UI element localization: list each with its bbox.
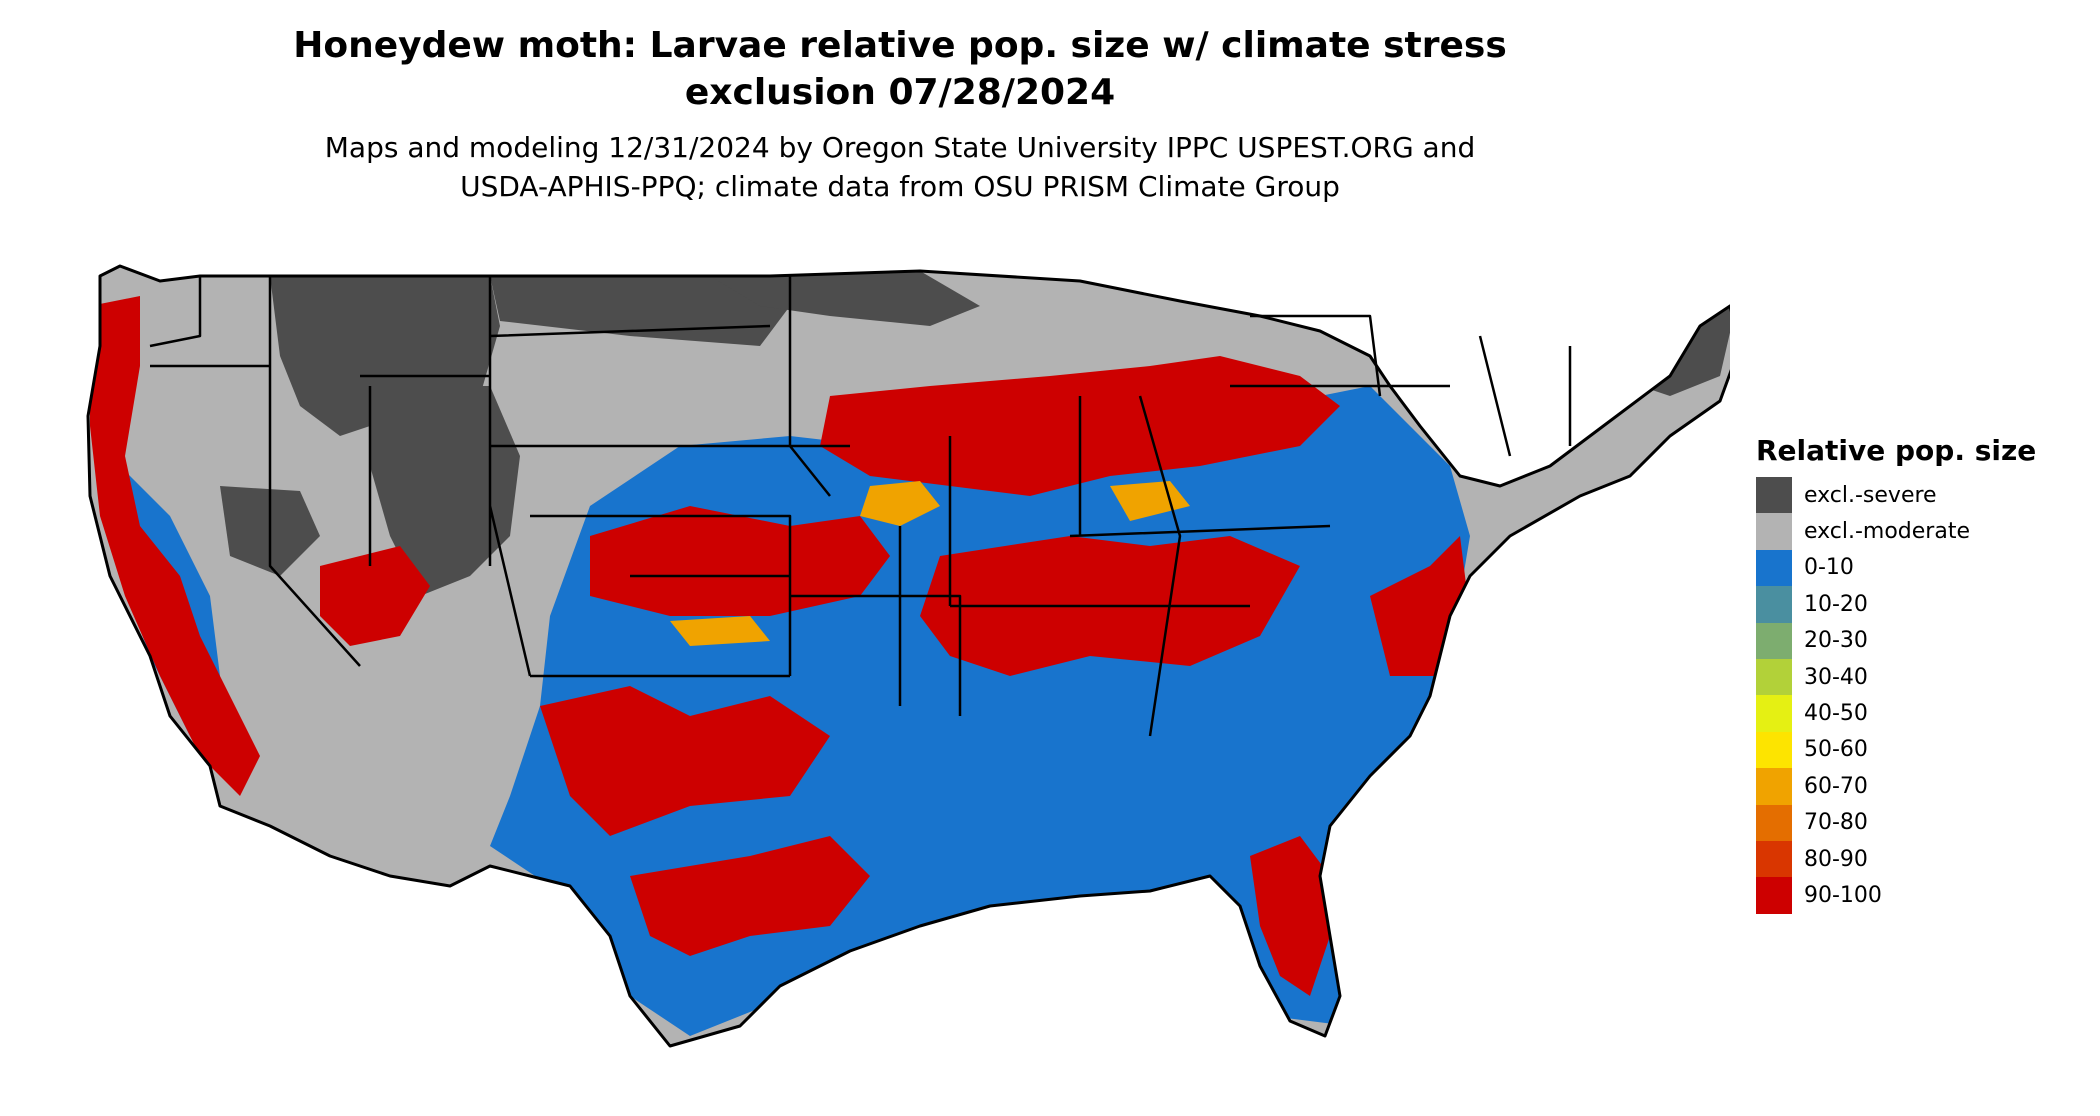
legend-item: 90-100 <box>1756 877 2036 914</box>
region-severe-great-lakes <box>710 271 980 326</box>
legend-label: 10-20 <box>1804 591 1868 617</box>
title-line-2: exclusion 07/28/2024 <box>684 72 1116 113</box>
legend-swatch <box>1756 549 1792 587</box>
region-mid-ga <box>1110 481 1190 521</box>
legend-items: excl.-severe excl.-moderate 0-10 10-20 20-30… <box>1756 477 2036 914</box>
region-high-desert <box>320 546 430 646</box>
legend-label: excl.-severe <box>1804 482 1937 508</box>
legend-item: 20-30 <box>1756 622 2036 659</box>
legend-item: 70-80 <box>1756 804 2036 841</box>
legend-label: 80-90 <box>1804 846 1868 872</box>
border-lines <box>149 276 1572 737</box>
legend-label: 90-100 <box>1804 882 1882 908</box>
legend-swatch <box>1756 877 1792 914</box>
legend-label: excl.-moderate <box>1804 519 1970 545</box>
legend-label: 40-50 <box>1804 701 1868 727</box>
region-high-pacific <box>90 296 260 796</box>
title-line-1: Honeydew moth: Larvae relative pop. size… <box>293 25 1507 66</box>
legend-swatch <box>1756 477 1792 514</box>
legend-item: 10-20 <box>1756 586 2036 623</box>
legend-swatch <box>1756 840 1792 878</box>
us-map <box>86 264 1730 1048</box>
region-mid-ok <box>670 616 770 646</box>
legend-swatch <box>1756 731 1792 769</box>
subtitle-line-2: USDA-APHIS-PPQ; climate data from OSU PR… <box>460 170 1340 203</box>
legend-item: 50-60 <box>1756 731 2036 769</box>
legend: Relative pop. size excl.-severe excl.-mod… <box>1756 433 2036 914</box>
region-high-oklahoma-arkansas <box>590 506 890 616</box>
map-title: Honeydew moth: Larvae relative pop. size… <box>150 22 1650 116</box>
legend-item: 30-40 <box>1756 658 2036 696</box>
legend-swatch <box>1756 804 1792 841</box>
region-high-florida <box>1250 836 1330 996</box>
legend-item: 60-70 <box>1756 768 2036 805</box>
legend-swatch <box>1756 586 1792 623</box>
state-borders <box>86 264 1730 1048</box>
legend-swatch <box>1756 695 1792 732</box>
legend-item: 80-90 <box>1756 840 2036 878</box>
legend-swatch <box>1756 768 1792 805</box>
legend-item: excl.-severe <box>1756 477 2036 514</box>
region-high-texas <box>540 686 830 836</box>
legend-label: 70-80 <box>1804 810 1868 836</box>
region-severe-wyoming-colorado <box>370 386 520 596</box>
legend-swatch <box>1756 658 1792 696</box>
legend-label: 30-40 <box>1804 664 1868 690</box>
legend-title: Relative pop. size <box>1756 434 2037 467</box>
legend-label: 0-10 <box>1804 555 1854 581</box>
legend-swatch <box>1756 622 1792 659</box>
legend-item: excl.-moderate <box>1756 513 2036 550</box>
legend-label: 20-30 <box>1804 628 1868 654</box>
legend-label: 50-60 <box>1804 737 1868 763</box>
legend-item: 40-50 <box>1756 695 2036 732</box>
region-mid-tn <box>860 481 940 526</box>
legend-label: 60-70 <box>1804 773 1868 799</box>
legend-swatch <box>1756 513 1792 550</box>
map-subtitle: Maps and modeling 12/31/2024 by Oregon S… <box>150 128 1650 206</box>
region-high-gulf <box>630 836 870 956</box>
legend-item: 0-10 <box>1756 549 2036 587</box>
subtitle-line-1: Maps and modeling 12/31/2024 by Oregon S… <box>324 131 1476 164</box>
